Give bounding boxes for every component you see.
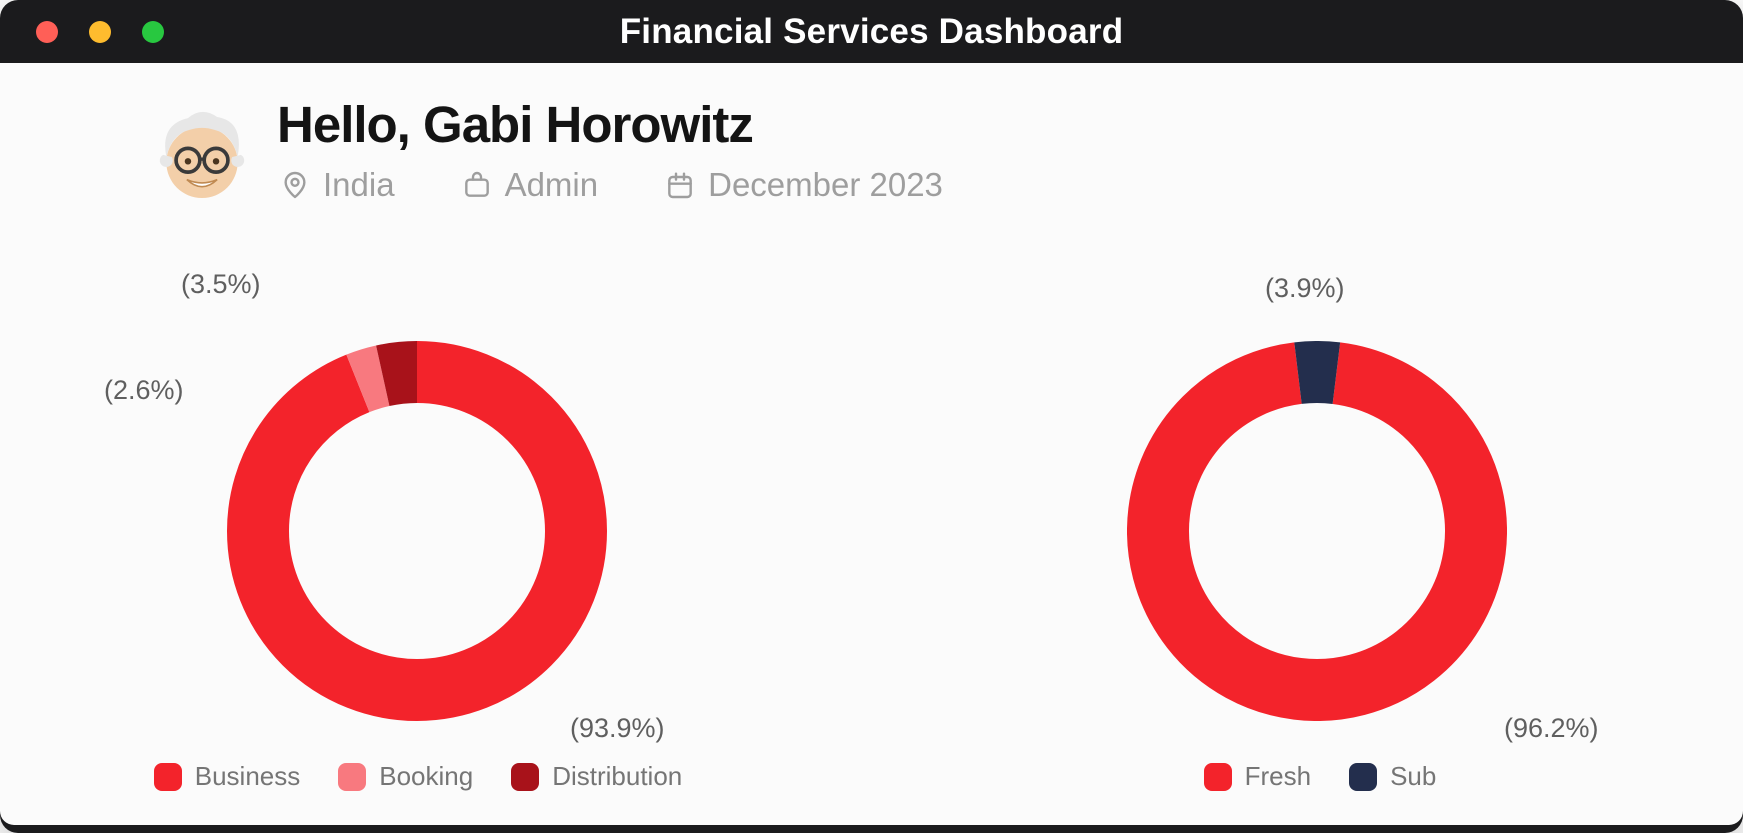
legend-label-sub: Sub — [1390, 761, 1437, 791]
legend-swatch-distribution — [511, 762, 540, 791]
legend-business-chart: Business Booking Distribution — [118, 761, 718, 792]
meta-period: December 2023 — [664, 166, 943, 204]
calendar-icon — [668, 172, 692, 199]
meta-location: India — [279, 166, 395, 204]
callout-booking: (2.6%) — [104, 375, 184, 405]
callout-fresh: (96.2%) — [1504, 713, 1599, 743]
minimize-button[interactable] — [89, 20, 111, 43]
legend-label-booking: Booking — [379, 761, 474, 791]
legend-item-fresh[interactable]: Fresh — [1203, 761, 1312, 792]
callout-business: (93.9%) — [570, 713, 665, 743]
meta-role-label: Admin — [504, 166, 599, 203]
meta-period-label: December 2023 — [708, 166, 943, 203]
titlebar[interactable]: Financial Services Dashboard — [0, 0, 1743, 63]
legend-swatch-fresh — [1203, 762, 1232, 791]
legend-label-business: Business — [194, 761, 301, 791]
legend-swatch-business — [153, 762, 182, 791]
legend-label-distribution: Distribution — [552, 761, 683, 791]
legend-item-booking[interactable]: Booking — [338, 761, 473, 792]
callout-distribution: (3.5%) — [181, 269, 261, 299]
traffic-lights — [36, 0, 164, 63]
legend-label-fresh: Fresh — [1244, 761, 1312, 791]
callout-sub: (3.9%) — [1265, 273, 1345, 303]
donut-chart-business[interactable] — [227, 341, 607, 721]
page-title: Hello, Gabi Horowitz — [277, 96, 754, 153]
meta-location-label: India — [323, 166, 395, 203]
legend-swatch-booking — [338, 762, 367, 791]
location-pin-icon — [284, 171, 306, 199]
legend-item-business[interactable]: Business — [153, 761, 301, 792]
legend-swatch-sub — [1349, 762, 1378, 791]
legend-item-distribution[interactable]: Distribution — [511, 761, 682, 792]
briefcase-icon — [464, 171, 489, 197]
zoom-button[interactable] — [142, 20, 164, 43]
meta-role: Admin — [461, 166, 599, 204]
avatar-illustration — [159, 111, 245, 199]
avatar — [148, 103, 256, 211]
legend-item-sub[interactable]: Sub — [1349, 761, 1436, 792]
dashboard-content: Hello, Gabi Horowitz India Admin — [0, 63, 1743, 825]
close-button[interactable] — [36, 20, 58, 43]
donut-chart-fresh-sub[interactable] — [1127, 341, 1507, 721]
legend-fresh-sub-chart: Fresh Sub — [1020, 761, 1620, 792]
window-title: Financial Services Dashboard — [619, 11, 1124, 51]
user-meta-row: India Admin December 2 — [279, 166, 943, 204]
